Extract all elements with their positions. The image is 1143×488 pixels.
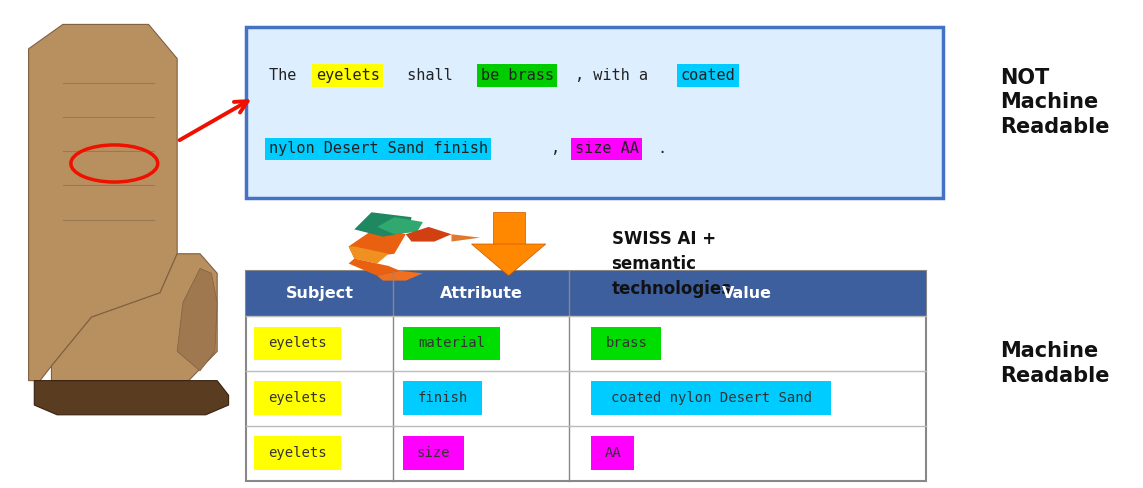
FancyBboxPatch shape — [403, 326, 499, 360]
FancyBboxPatch shape — [254, 326, 342, 360]
Text: Value: Value — [722, 286, 773, 301]
Polygon shape — [377, 271, 423, 281]
FancyBboxPatch shape — [403, 382, 482, 415]
Text: eyelets: eyelets — [315, 68, 379, 83]
Text: ,: , — [551, 142, 569, 156]
Text: brass: brass — [606, 336, 647, 350]
Text: eyelets: eyelets — [269, 446, 327, 460]
FancyBboxPatch shape — [493, 212, 525, 244]
Polygon shape — [406, 227, 451, 242]
Text: nylon Desert Sand finish: nylon Desert Sand finish — [269, 142, 488, 156]
FancyBboxPatch shape — [254, 382, 342, 415]
FancyBboxPatch shape — [246, 27, 943, 198]
Text: eyelets: eyelets — [269, 336, 327, 350]
Text: be brass: be brass — [480, 68, 553, 83]
FancyBboxPatch shape — [246, 271, 926, 481]
Text: , with a: , with a — [575, 68, 657, 83]
FancyBboxPatch shape — [591, 382, 831, 415]
Polygon shape — [51, 254, 217, 381]
Polygon shape — [349, 246, 389, 264]
FancyBboxPatch shape — [591, 326, 661, 360]
Text: coated: coated — [681, 68, 735, 83]
Polygon shape — [354, 212, 411, 237]
Polygon shape — [177, 268, 217, 371]
FancyBboxPatch shape — [591, 436, 634, 470]
Text: The: The — [269, 68, 305, 83]
FancyBboxPatch shape — [246, 271, 926, 316]
FancyBboxPatch shape — [403, 436, 464, 470]
Text: .: . — [657, 142, 666, 156]
Text: size: size — [417, 446, 450, 460]
Text: material: material — [418, 336, 485, 350]
Text: SWISS AI +
semantic
technologies: SWISS AI + semantic technologies — [612, 229, 732, 298]
Polygon shape — [471, 244, 546, 276]
Polygon shape — [451, 234, 480, 242]
Text: size AA: size AA — [575, 142, 639, 156]
Polygon shape — [349, 259, 400, 276]
Text: AA: AA — [605, 446, 622, 460]
Polygon shape — [34, 381, 229, 415]
Text: finish: finish — [417, 391, 467, 406]
Text: NOT
Machine
Readable: NOT Machine Readable — [1000, 68, 1110, 137]
Text: Attribute: Attribute — [440, 286, 522, 301]
Polygon shape — [29, 24, 177, 381]
FancyBboxPatch shape — [254, 436, 342, 470]
Text: shall: shall — [398, 68, 462, 83]
Polygon shape — [377, 217, 423, 234]
Text: Machine
Readable: Machine Readable — [1000, 341, 1110, 386]
Polygon shape — [349, 227, 406, 259]
Text: Subject: Subject — [286, 286, 353, 301]
Text: eyelets: eyelets — [269, 391, 327, 406]
Text: coated nylon Desert Sand: coated nylon Desert Sand — [610, 391, 812, 406]
